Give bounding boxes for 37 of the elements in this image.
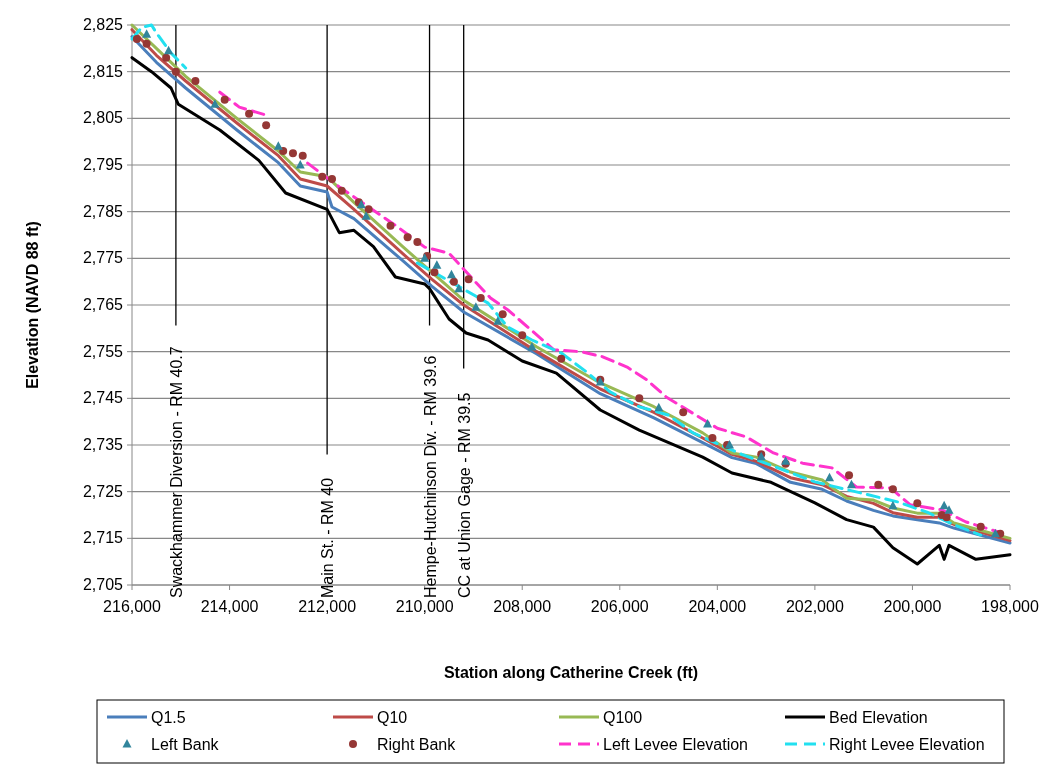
y-tick-label: 2,715 [82, 529, 124, 547]
x-tick-label: 212,000 [298, 598, 357, 615]
x-tick-label: 206,000 [590, 598, 649, 615]
x-tick-label: 200,000 [883, 598, 942, 615]
y-tick-label: 2,815 [82, 62, 124, 80]
x-tick-label: 216,000 [103, 598, 162, 615]
legend-label: Left Bank [151, 736, 220, 753]
x-tick-label: 208,000 [493, 598, 552, 615]
x-tick-label: 214,000 [200, 598, 259, 615]
y-axis-title: Elevation (NAVD 88 ft) [24, 221, 41, 389]
ref-line-label: Swackhammer Diversion - RM 40.7 [167, 346, 185, 598]
ref-line-label: Hempe-Hutchinson Div. - RM 39.6 [421, 355, 439, 598]
y-tick-label: 2,705 [82, 576, 124, 593]
x-tick-label: 202,000 [785, 598, 844, 615]
y-tick-label: 2,795 [82, 156, 124, 173]
x-tick-label: 204,000 [688, 598, 747, 615]
legend-label: Q10 [377, 709, 408, 726]
x-tick-label: 210,000 [395, 598, 454, 615]
legend-label: Right Bank [377, 736, 457, 753]
legend-label: Right Levee Elevation [829, 736, 985, 753]
legend-label: Bed Elevation [829, 709, 928, 726]
legend-label: Q100 [603, 709, 643, 726]
x-axis-title: Station along Catherine Creek (ft) [443, 664, 699, 681]
y-tick-label: 2,775 [82, 249, 124, 267]
x-tick-label: 198,000 [981, 598, 1040, 615]
y-tick-label: 2,745 [82, 389, 124, 407]
y-tick-label: 2,785 [82, 202, 124, 220]
y-tick-label: 2,765 [82, 296, 124, 313]
y-tick-label: 2,755 [82, 342, 124, 360]
y-tick-label: 2,725 [82, 482, 124, 500]
legend-label: Left Levee Elevation [603, 736, 748, 753]
ref-line-label: CC at Union Gage - RM 39.5 [455, 392, 473, 598]
ref-line-label: Main St. - RM 40 [319, 477, 337, 598]
y-tick-label: 2,805 [82, 109, 124, 127]
y-tick-label: 2,735 [82, 436, 124, 453]
legend-label: Q1.5 [151, 709, 186, 726]
y-tick-label: 2,825 [82, 16, 124, 33]
